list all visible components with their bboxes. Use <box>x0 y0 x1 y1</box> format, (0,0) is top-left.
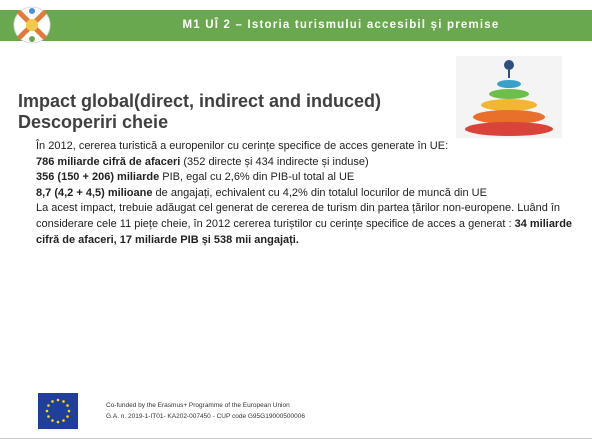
footer-line: Co-funded by the Erasmus+ Programme of t… <box>106 402 290 409</box>
star <box>66 404 69 407</box>
star <box>57 399 60 402</box>
star <box>57 421 60 424</box>
star <box>51 419 54 422</box>
star <box>68 410 71 413</box>
pyramid-image <box>456 56 562 138</box>
paragraph: La acest impact, trebuie adăugat cel gen… <box>36 201 576 248</box>
paragraph: 8,7 (4,2 + 4,5) milioane de angajați, ec… <box>36 186 576 202</box>
star <box>46 410 49 413</box>
footer-line: G.A. n. 2019-1-IT01- KA202-007450 - CUP … <box>106 413 305 420</box>
text: La acest impact, trebuie adăugat cel gen… <box>36 202 560 230</box>
subheading: Descoperiri cheie <box>18 112 168 133</box>
paragraph: 786 miliarde cifră de afaceri (352 direc… <box>36 155 576 171</box>
text: PIB, egal cu 2,6% din PIB-ul total al UE <box>159 171 354 183</box>
eu-flag <box>38 393 78 429</box>
text: de angajați, echivalent cu 4,2% din tota… <box>152 187 486 199</box>
body-text: În 2012, cererea turistică a europenilor… <box>36 139 576 248</box>
text: În 2012, cererea turistică a europenilor… <box>36 140 448 152</box>
star <box>51 400 54 403</box>
star <box>47 404 50 407</box>
star <box>62 400 65 403</box>
bold-text: 8,7 (4,2 + 4,5) milioane <box>36 187 152 199</box>
heading: Impact global(direct, indirect and induc… <box>18 91 381 112</box>
star <box>47 415 50 418</box>
star <box>66 415 69 418</box>
text: (352 directe și 434 indirecte și induse) <box>180 156 368 168</box>
paragraph: În 2012, cererea turistică a europenilor… <box>36 139 576 155</box>
paragraph: 356 (150 + 206) miliarde PIB, egal cu 2,… <box>36 170 576 186</box>
slide: M1 UÎ 2 – Istoria turismului accesibil ș… <box>0 0 592 444</box>
footer-rule <box>0 438 592 439</box>
bold-text: 356 (150 + 206) miliarde <box>36 171 159 183</box>
star <box>62 419 65 422</box>
bold-text: 786 miliarde cifră de afaceri <box>36 156 180 168</box>
logo <box>12 2 52 46</box>
header-title: M1 UÎ 2 – Istoria turismului accesibil ș… <box>100 10 582 41</box>
